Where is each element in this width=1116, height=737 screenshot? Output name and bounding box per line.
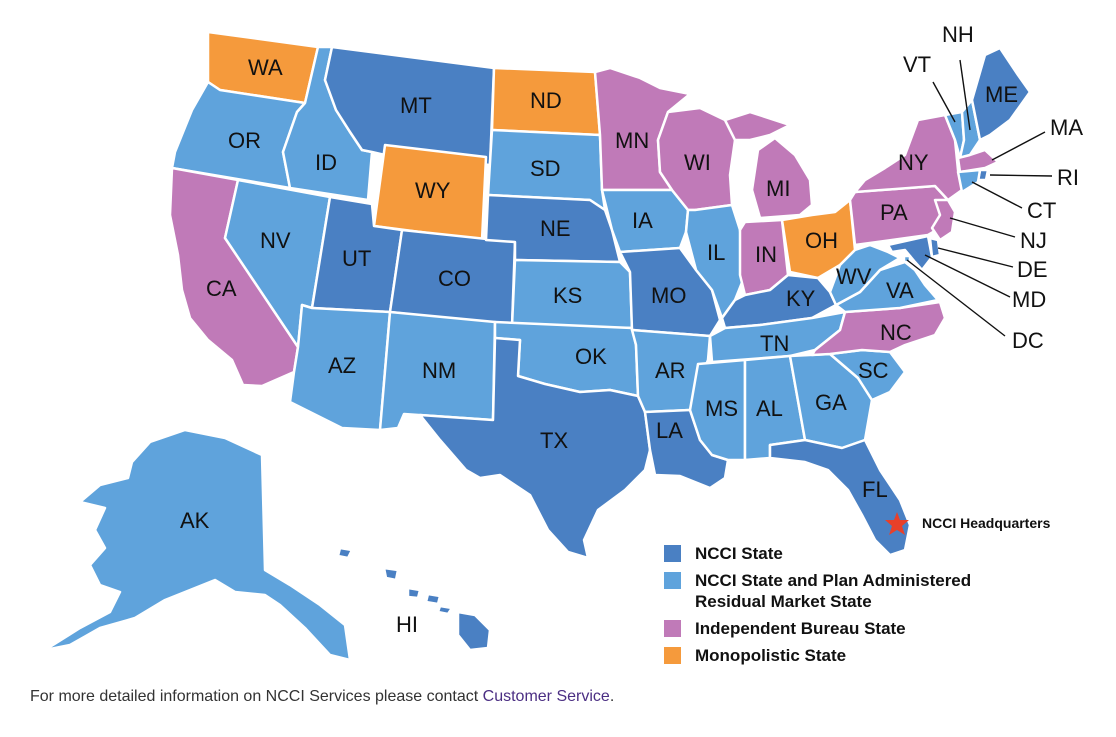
state-nj[interactable] [930, 198, 957, 242]
label-wa: WA [248, 55, 283, 80]
label-id: ID [315, 150, 337, 175]
label-wy: WY [415, 178, 451, 203]
label-mo: MO [651, 283, 686, 308]
label-wi: WI [684, 150, 711, 175]
state-me[interactable] [970, 46, 1032, 142]
label-mt: MT [400, 93, 432, 118]
label-pa: PA [880, 200, 908, 225]
state-tx[interactable] [418, 336, 652, 560]
label-vt: VT [903, 52, 931, 77]
label-mn: MN [615, 128, 649, 153]
state-md[interactable] [886, 234, 934, 272]
swatch-monopolistic [664, 647, 681, 664]
legend-item-ncci-residual: NCCI State and Plan Administered Residua… [664, 570, 1024, 612]
leader-de [937, 247, 1014, 268]
legend-label: NCCI State [695, 544, 783, 563]
legend-label: NCCI State and Plan Administered Residua… [695, 571, 972, 611]
label-nc: NC [880, 320, 912, 345]
label-nm: NM [422, 358, 456, 383]
label-al: AL [756, 396, 783, 421]
label-tn: TN [760, 331, 789, 356]
star-icon[interactable] [885, 512, 909, 535]
leader-ct [971, 181, 1023, 209]
legend-item-ncci-state: NCCI State [664, 543, 1024, 564]
state-ak[interactable] [43, 428, 352, 662]
label-oh: OH [805, 228, 838, 253]
state-mi[interactable] [723, 110, 814, 220]
label-ar: AR [655, 358, 686, 383]
swatch-ncci-state [664, 545, 681, 562]
label-ms: MS [705, 396, 738, 421]
label-wv: WV [836, 264, 872, 289]
legend: NCCI State NCCI State and Plan Administe… [664, 543, 1024, 672]
label-ak: AK [180, 508, 210, 533]
swatch-ncci-residual [664, 572, 681, 589]
leader-ri [989, 174, 1053, 177]
label-ok: OK [575, 344, 607, 369]
leader-dc [906, 259, 1006, 337]
label-ga: GA [815, 390, 847, 415]
label-la: LA [656, 418, 683, 443]
label-il: IL [707, 240, 725, 265]
label-va: VA [886, 278, 914, 303]
label-ks: KS [553, 283, 582, 308]
leader-ma [991, 131, 1046, 161]
label-de: DE [1017, 257, 1048, 282]
footer-note: For more detailed information on NCCI Se… [30, 688, 614, 706]
state-ct[interactable] [956, 168, 982, 194]
label-ne: NE [540, 216, 571, 241]
label-me: ME [985, 82, 1018, 107]
state-fl[interactable] [768, 438, 912, 557]
label-sc: SC [858, 358, 889, 383]
label-or: OR [228, 128, 261, 153]
legend-item-independent: Independent Bureau State [664, 618, 1024, 639]
state-nc[interactable] [810, 300, 947, 357]
label-ct: CT [1027, 198, 1056, 223]
label-ia: IA [632, 208, 653, 233]
label-ma: MA [1050, 115, 1083, 140]
legend-label: Monopolistic State [695, 646, 847, 665]
label-fl: FL [862, 477, 888, 502]
customer-service-link[interactable]: Customer Service [482, 688, 610, 705]
leader-nh [959, 59, 971, 131]
label-co: CO [438, 266, 471, 291]
label-nj: NJ [1020, 228, 1047, 253]
label-ky: KY [786, 286, 816, 311]
state-hi[interactable] [336, 546, 492, 652]
label-nv: NV [260, 228, 291, 253]
label-ut: UT [342, 246, 371, 271]
label-az: AZ [328, 353, 356, 378]
footer-end: . [609, 688, 615, 705]
footer-text: For more detailed information on NCCI Se… [30, 688, 483, 705]
label-tx: TX [540, 428, 568, 453]
legend-item-monopolistic: Monopolistic State [664, 645, 1024, 666]
leader-md [924, 254, 1011, 298]
label-ri: RI [1057, 165, 1079, 190]
state-wv[interactable] [828, 243, 902, 307]
leader-vt [932, 81, 956, 123]
label-md: MD [1012, 287, 1046, 312]
label-hi: HI [396, 612, 418, 637]
label-mi: MI [766, 176, 790, 201]
label-ny: NY [898, 150, 929, 175]
label-nd: ND [530, 88, 562, 113]
label-dc: DC [1012, 328, 1044, 353]
label-in: IN [755, 242, 777, 267]
label-sd: SD [530, 156, 561, 181]
label-nh: NH [942, 22, 974, 47]
swatch-independent [664, 620, 681, 637]
label-ca: CA [206, 276, 237, 301]
leader-nj [949, 217, 1016, 238]
legend-label: Independent Bureau State [695, 619, 906, 638]
hq-label: NCCI Headquarters [922, 515, 1051, 531]
